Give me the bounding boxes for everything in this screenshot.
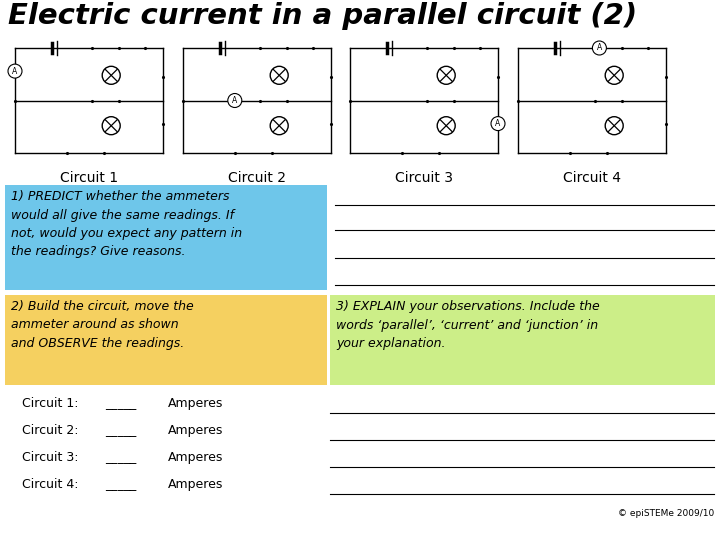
Text: _____: _____: [105, 397, 136, 410]
Text: © epiSTEMe 2009/10: © epiSTEMe 2009/10: [618, 509, 714, 518]
Bar: [5, 295, 327, 385]
Text: A: A: [597, 44, 602, 52]
Text: _____: _____: [105, 478, 136, 491]
Text: 2) Build the circuit, move the
ammeter around as shown
and OBSERVE the readings.: 2) Build the circuit, move the ammeter a…: [11, 300, 194, 350]
Text: 1) PREDICT whether the ammeters
would all give the same readings. If
not, would : 1) PREDICT whether the ammeters would al…: [11, 190, 242, 259]
Text: Circuit 3:: Circuit 3:: [22, 451, 78, 464]
Text: Amperes: Amperes: [168, 451, 223, 464]
Text: Circuit 2: Circuit 2: [228, 171, 286, 185]
Circle shape: [228, 93, 242, 107]
Text: Circuit 4: Circuit 4: [563, 171, 621, 185]
Circle shape: [491, 117, 505, 131]
Text: Circuit 1: Circuit 1: [60, 171, 118, 185]
Text: Amperes: Amperes: [168, 397, 223, 410]
Text: Circuit 4:: Circuit 4:: [22, 478, 78, 491]
Text: Circuit 1:: Circuit 1:: [22, 397, 78, 410]
Bar: [5, 185, 327, 290]
Text: Amperes: Amperes: [168, 424, 223, 437]
Circle shape: [593, 41, 606, 55]
Text: _____: _____: [105, 424, 136, 437]
Text: 3) EXPLAIN your observations. Include the
words ‘parallel’, ‘current’ and ‘junct: 3) EXPLAIN your observations. Include th…: [336, 300, 600, 350]
Bar: [330, 295, 715, 385]
Text: A: A: [495, 119, 500, 128]
Text: A: A: [12, 66, 17, 76]
Text: Circuit 2:: Circuit 2:: [22, 424, 78, 437]
Circle shape: [8, 64, 22, 78]
Text: A: A: [232, 96, 238, 105]
Text: Circuit 3: Circuit 3: [395, 171, 453, 185]
Text: _____: _____: [105, 451, 136, 464]
Text: Electric current in a parallel circuit (2): Electric current in a parallel circuit (…: [8, 2, 637, 30]
Text: Amperes: Amperes: [168, 478, 223, 491]
